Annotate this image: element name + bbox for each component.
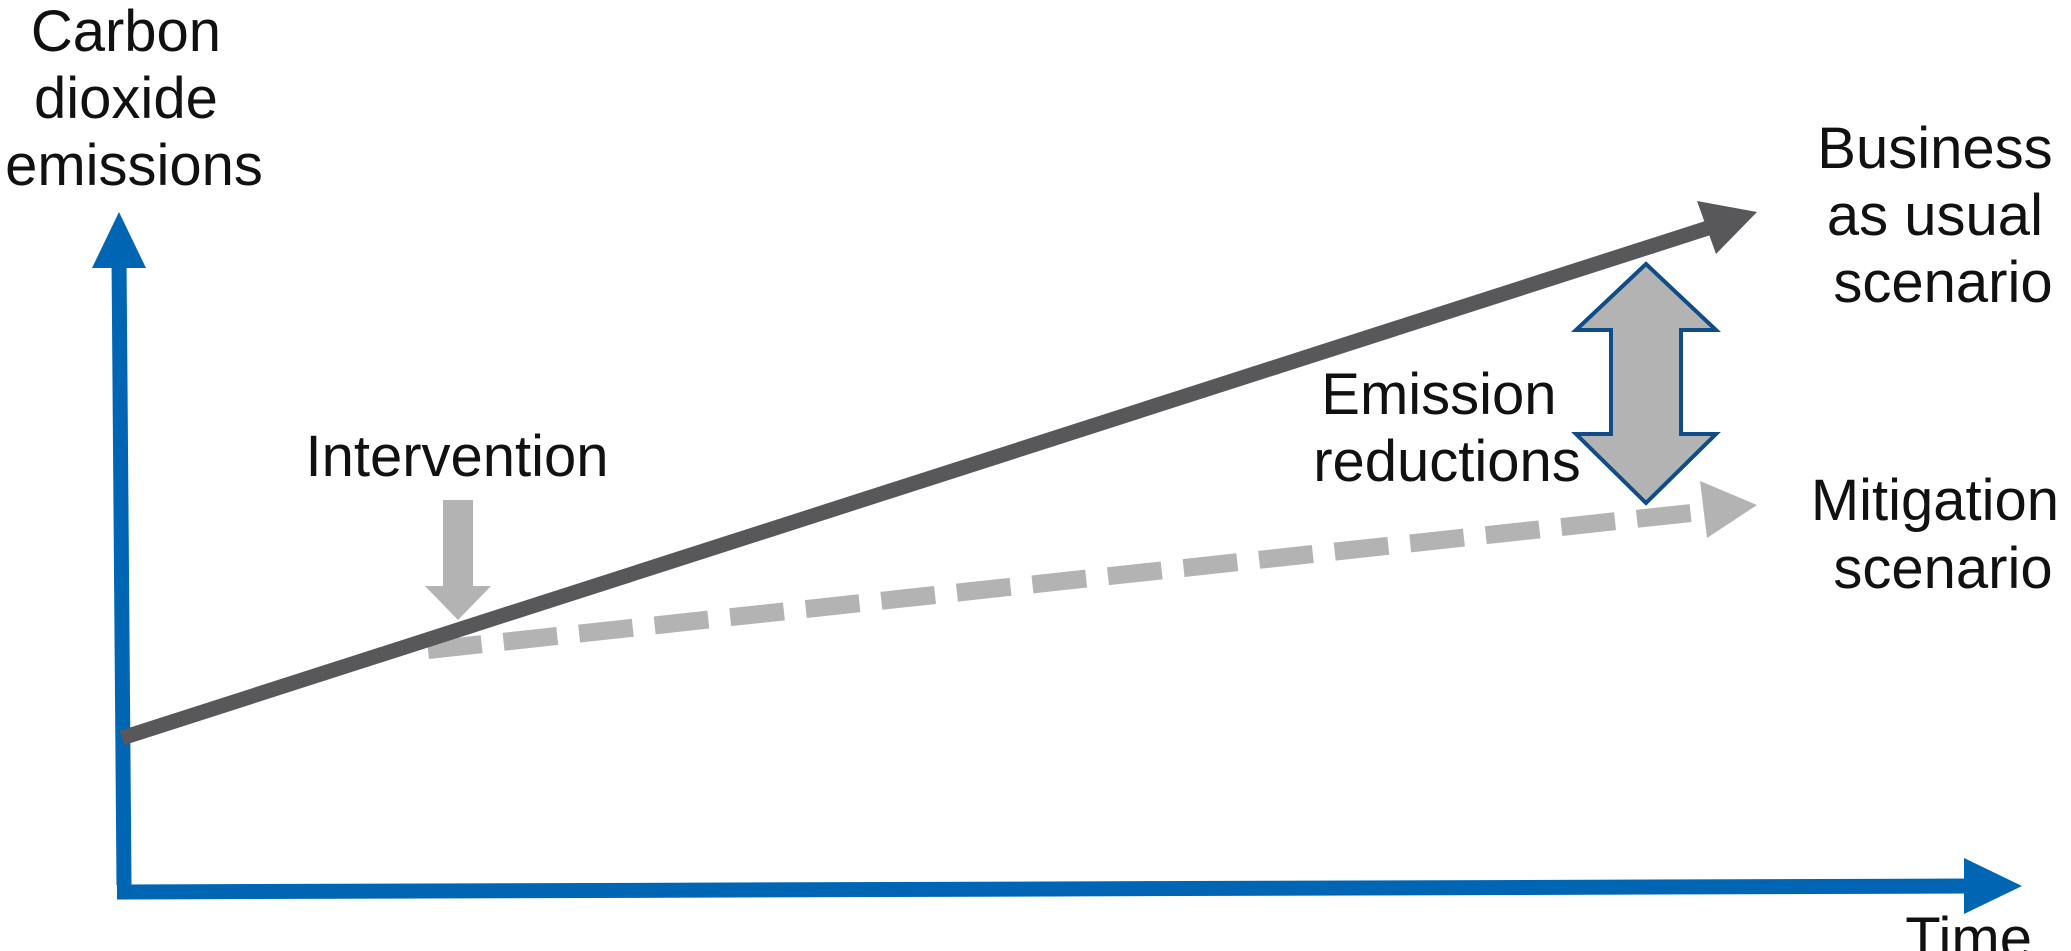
- y-axis-label: Carbon dioxide emissions: [5, 0, 263, 198]
- mitigation-scenario-line: [427, 481, 1757, 659]
- intervention-down-arrow: [425, 500, 491, 620]
- business-as-usual-label-line: Business: [1817, 116, 2052, 181]
- intervention-label: Intervention: [305, 424, 608, 489]
- x-axis: [116, 858, 2022, 914]
- y-axis-line: [111, 257, 132, 886]
- business-as-usual-label-line: as usual: [1827, 183, 2043, 248]
- x-axis-arrowhead: [1964, 858, 2022, 914]
- business-as-usual-arrowhead: [1697, 201, 1757, 254]
- y-axis-label-line: emissions: [5, 133, 263, 198]
- mitigation-scenario-label: Mitigation scenario: [1811, 468, 2071, 601]
- mitigation-scenario-label-line: Mitigation: [1811, 468, 2059, 533]
- x-axis-label: Time: [1905, 906, 2032, 951]
- emission-reductions-label-line: Emission: [1321, 362, 1556, 427]
- emission-reductions-label-line: reductions: [1313, 429, 1581, 494]
- business-as-usual-label-line: scenario: [1833, 250, 2052, 315]
- y-axis: [92, 212, 146, 886]
- business-as-usual-solid-line: [119, 220, 1711, 746]
- x-axis-line: [116, 878, 1971, 900]
- business-as-usual-line: [119, 201, 1757, 746]
- emission-reductions-label: Emission reductions: [1313, 362, 1581, 494]
- mitigation-scenario-label-line: scenario: [1833, 536, 2052, 601]
- business-as-usual-label: Business as usual scenario: [1817, 116, 2068, 315]
- y-axis-label-line: dioxide: [34, 66, 218, 131]
- mitigation-arrowhead: [1700, 481, 1757, 538]
- y-axis-label-line: Carbon: [31, 0, 221, 64]
- emission-reductions-double-arrow: [1570, 261, 1722, 506]
- mitigation-dashed-line: [427, 503, 1701, 659]
- y-axis-arrowhead: [92, 212, 146, 268]
